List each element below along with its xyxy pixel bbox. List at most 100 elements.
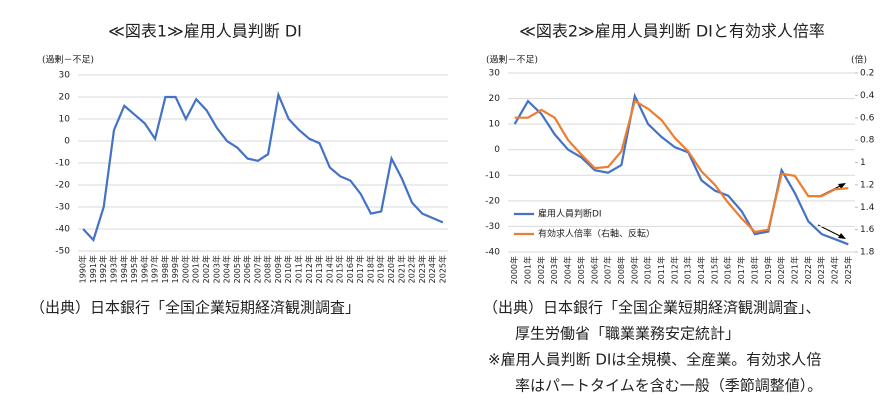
x-tick-label: 2025年 xyxy=(843,256,853,284)
y-tick-label: 10 xyxy=(489,120,501,130)
y2-tick-label: 0.6 xyxy=(860,113,875,123)
data-line xyxy=(513,92,849,246)
y-tick-label: 20 xyxy=(59,93,71,103)
y2-tick-label: 0.8 xyxy=(860,136,875,146)
x-tick-label: 2005年 xyxy=(576,256,586,284)
x-tick-label: 2017年 xyxy=(355,255,365,283)
x-tick-label: 1992年 xyxy=(98,255,108,283)
y-tick-label: -50 xyxy=(55,247,70,257)
source-note: （出典）日本銀行「全国企業短期経済観測調査」 xyxy=(30,299,360,317)
x-tick-label: 2000年 xyxy=(180,255,190,283)
data-line xyxy=(82,90,444,243)
y-axis-label: (過剰－不足) xyxy=(42,54,94,66)
y2-tick-label: 1.2 xyxy=(860,180,874,190)
x-tick-label: 1991年 xyxy=(88,255,98,283)
legend-label: 雇用人員判断DI xyxy=(538,208,602,220)
x-tick-label: 2010年 xyxy=(643,256,653,284)
source-note: ※雇用人員判断 DIは全規模、全産業。有効求人倍 xyxy=(488,351,821,369)
annotation-arrow xyxy=(817,224,843,238)
x-tick-label: 2023年 xyxy=(816,256,826,284)
y-tick-label: -30 xyxy=(485,222,500,232)
x-tick-label: 2019年 xyxy=(763,256,773,284)
chart-title: ≪図表1≫雇用人員判断 DI xyxy=(108,22,302,41)
x-tick-label: 2011年 xyxy=(656,256,666,284)
x-tick-label: 2019年 xyxy=(376,255,386,283)
y-tick-label: -20 xyxy=(485,196,500,206)
x-tick-label: 2014年 xyxy=(324,255,334,283)
y-tick-label: -10 xyxy=(485,171,500,181)
y2-tick-label: 1.4 xyxy=(860,203,875,213)
x-tick-label: 2011年 xyxy=(293,255,303,283)
y2-tick-label: 0.4 xyxy=(860,91,875,101)
x-tick-label: 2002年 xyxy=(536,256,546,284)
y-tick-label: 20 xyxy=(489,94,501,104)
y2-tick-label: 1.6 xyxy=(860,225,875,235)
x-tick-label: 2021年 xyxy=(396,255,406,283)
x-tick-label: 2022年 xyxy=(803,256,813,284)
x-tick-label: 1995年 xyxy=(129,255,139,283)
x-tick-label: 2003年 xyxy=(211,255,221,283)
y-tick-label: 30 xyxy=(59,71,71,81)
y2-axis-label: (倍) xyxy=(851,54,867,66)
x-tick-label: 2009年 xyxy=(629,256,639,284)
source-note: 厚生労働省「職業業務安定統計」 xyxy=(515,325,740,343)
chart-title: ≪図表2≫雇用人員判断 DIと有効求人倍率 xyxy=(519,22,825,41)
x-tick-label: 1996年 xyxy=(139,255,149,283)
x-tick-label: 2010年 xyxy=(283,255,293,283)
y-tick-label: -30 xyxy=(55,203,70,213)
x-tick-label: 2001年 xyxy=(191,255,201,283)
x-tick-label: 2003年 xyxy=(549,256,559,284)
arrow-head xyxy=(838,233,846,239)
x-tick-label: 2024年 xyxy=(829,256,839,284)
x-tick-label: 2021年 xyxy=(789,256,799,284)
x-tick-label: 1998年 xyxy=(160,255,170,283)
x-tick-label: 1999年 xyxy=(170,255,180,283)
x-tick-label: 2004年 xyxy=(222,255,232,283)
x-tick-label: 1990年 xyxy=(78,255,88,283)
x-tick-label: 2008年 xyxy=(616,256,626,284)
y-tick-label: -10 xyxy=(55,159,70,169)
x-tick-label: 2005年 xyxy=(232,255,242,283)
x-tick-label: 2013年 xyxy=(314,255,324,283)
source-note: （出典）日本銀行「全国企業短期経済観測調査」、 xyxy=(483,299,821,317)
y2-tick-label: 1 xyxy=(860,158,866,168)
x-tick-label: 2006年 xyxy=(242,255,252,283)
y-axis-label: (過剰－不足) xyxy=(486,54,538,66)
x-tick-label: 2023年 xyxy=(417,255,427,283)
y-tick-label: 0 xyxy=(64,137,70,147)
x-tick-label: 1993年 xyxy=(108,255,118,283)
x-tick-label: 2012年 xyxy=(669,256,679,284)
x-tick-label: 2009年 xyxy=(273,255,283,283)
source-note: 率はパートタイムを含む一般（季節調整値）。 xyxy=(515,377,822,395)
x-tick-label: 1994年 xyxy=(119,255,129,283)
x-tick-label: 2015年 xyxy=(709,256,719,284)
x-tick-label: 2007年 xyxy=(603,256,613,284)
y2-tick-label: 1.8 xyxy=(860,248,875,258)
x-tick-label: 2016年 xyxy=(345,255,355,283)
x-tick-label: 2008年 xyxy=(263,255,273,283)
y-tick-label: 10 xyxy=(59,115,71,125)
x-tick-label: 2025年 xyxy=(437,255,447,283)
x-tick-label: 2012年 xyxy=(304,255,314,283)
y-tick-label: 30 xyxy=(489,69,501,79)
x-tick-label: 2016年 xyxy=(723,256,733,284)
y-tick-label: 0 xyxy=(494,145,500,155)
x-tick-label: 2001年 xyxy=(523,256,533,284)
x-tick-label: 2022年 xyxy=(407,255,417,283)
y-tick-label: -40 xyxy=(55,225,70,235)
x-tick-label: 2000年 xyxy=(509,256,519,284)
legend-label: 有効求人倍率（右軸、反転） xyxy=(538,228,655,240)
x-tick-label: 2006年 xyxy=(589,256,599,284)
x-tick-label: 2015年 xyxy=(335,255,345,283)
y-tick-label: -20 xyxy=(55,181,70,191)
y-tick-label: -40 xyxy=(485,248,500,258)
x-tick-label: 2020年 xyxy=(776,256,786,284)
arrow-head xyxy=(838,183,846,189)
x-tick-label: 2002年 xyxy=(201,255,211,283)
y2-tick-label: 0.2 xyxy=(860,69,874,79)
x-tick-label: 2014年 xyxy=(696,256,706,284)
x-tick-label: 2007年 xyxy=(252,255,262,283)
x-tick-label: 2004年 xyxy=(563,256,573,284)
x-tick-label: 2018年 xyxy=(365,255,375,283)
